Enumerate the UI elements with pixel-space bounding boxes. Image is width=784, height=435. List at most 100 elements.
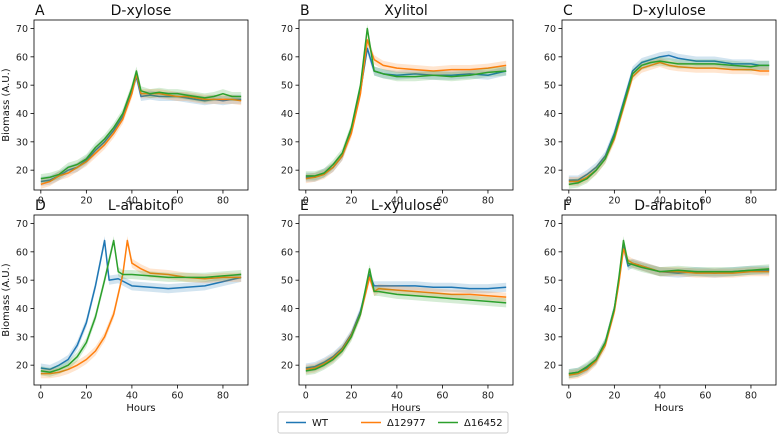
ci-band-Δ12977 [568, 57, 770, 187]
series-group [568, 50, 770, 189]
x-tick-label: 0 [303, 391, 309, 402]
y-tick-label: 50 [16, 81, 28, 92]
x-tick-label: 40 [391, 196, 403, 207]
y-tick-label: 60 [16, 52, 28, 63]
series-line-Δ16452 [568, 60, 770, 186]
y-tick-label: 50 [544, 81, 556, 92]
x-tick-label: 0 [303, 196, 309, 207]
panel-title: D-xylulose [632, 3, 706, 19]
y-tick-label: 60 [16, 247, 28, 258]
x-tick-label: 0 [38, 391, 44, 402]
x-tick-label: 80 [745, 391, 757, 402]
y-tick-label: 40 [544, 304, 556, 315]
plot-frame [298, 214, 514, 386]
x-tick-label: 80 [745, 196, 757, 207]
ci-band-Δ12977 [305, 35, 507, 184]
series-line-Δ12977 [305, 39, 507, 180]
x-tick-label: 0 [566, 196, 572, 207]
x-tick-label: 60 [171, 391, 183, 402]
x-tick-label: 60 [436, 196, 448, 207]
ci-band-Δ12977 [568, 244, 770, 380]
panel-letter: A [35, 3, 45, 19]
y-tick-label: 70 [544, 219, 556, 230]
panel-letter: C [563, 3, 573, 19]
x-tick-label: 80 [482, 196, 494, 207]
y-tick-label: 50 [544, 276, 556, 287]
panel-d: 0 20 40 60 80 20 30 40 50 60 70 D L-arabitol Hours Bio… [1, 198, 249, 414]
x-tick-label: 20 [80, 391, 92, 402]
series-group [305, 23, 507, 184]
panel-f: 0 20 40 60 80 20 30 40 50 60 70 F D-arabitol Hours [544, 198, 777, 414]
ci-band-Δ16452 [568, 56, 770, 189]
series-line-WT [568, 54, 770, 181]
ci-band-Δ12977 [40, 69, 242, 189]
x-tick-label: 60 [436, 391, 448, 402]
x-tick-label: 40 [126, 196, 138, 207]
y-tick-label: 20 [16, 166, 28, 177]
x-tick-label: 60 [171, 196, 183, 207]
panel-c: 0 20 40 60 80 20 30 40 50 60 70 C D-xylulose [544, 3, 777, 207]
legend-label: Δ12977 [387, 418, 426, 429]
y-axis-label: Biomass (A.U.) [1, 263, 12, 336]
y-tick-label: 40 [16, 304, 28, 315]
panel-title: D-arabitol [634, 198, 703, 214]
x-tick-label: 80 [217, 196, 229, 207]
panel-letter: B [300, 3, 310, 19]
panel-letter: F [563, 198, 571, 214]
x-tick-label: 20 [608, 196, 620, 207]
plot-frame [33, 214, 249, 386]
x-tick-label: 60 [699, 196, 711, 207]
panel-title: D-xylose [111, 3, 172, 19]
x-tick-label: 0 [566, 391, 572, 402]
legend: WT Δ12977 Δ16452 [277, 411, 509, 434]
legend-label: Δ16452 [464, 418, 503, 429]
y-tick-label: 30 [16, 332, 28, 343]
legend-label: WT [312, 418, 329, 429]
x-axis-label: Hours [391, 403, 420, 414]
panel-a: 0 20 40 60 80 20 30 40 50 60 70 A D-xylose Biomass (A… [1, 3, 249, 207]
ci-band-WT [305, 43, 507, 182]
x-tick-label: 40 [391, 391, 403, 402]
y-tick-label: 40 [281, 304, 293, 315]
y-tick-label: 20 [16, 361, 28, 372]
series-line-Δ16452 [40, 70, 242, 180]
x-tick-label: 40 [126, 391, 138, 402]
panel-title: L-arabitol [108, 198, 174, 214]
legend-box [277, 411, 509, 434]
series-group [568, 235, 770, 380]
y-tick-label: 20 [544, 166, 556, 177]
y-tick-label: 50 [281, 81, 293, 92]
series-line-Δ16452 [568, 239, 770, 375]
panel-e: 0 20 40 60 80 20 30 40 50 60 70 E L-xylulose Hours [281, 198, 514, 414]
panel-letter: E [300, 198, 309, 214]
y-tick-label: 70 [544, 24, 556, 35]
x-tick-label: 40 [654, 391, 666, 402]
y-tick-label: 40 [281, 109, 293, 120]
series-group [305, 264, 507, 376]
x-tick-label: 20 [80, 196, 92, 207]
y-tick-label: 60 [544, 52, 556, 63]
x-tick-label: 40 [654, 196, 666, 207]
x-tick-label: 60 [699, 391, 711, 402]
ci-band-Δ16452 [305, 23, 507, 181]
plot-frame [33, 19, 249, 191]
y-tick-label: 60 [281, 52, 293, 63]
panel-letter: D [35, 198, 46, 214]
ci-band-Δ16452 [40, 66, 242, 184]
series-line-Δ12977 [568, 248, 770, 376]
x-tick-label: 20 [345, 391, 357, 402]
ci-band-Δ12977 [305, 272, 507, 374]
x-axis-label: Hours [654, 403, 683, 414]
y-tick-label: 70 [16, 24, 28, 35]
y-tick-label: 20 [281, 166, 293, 177]
y-tick-label: 30 [281, 332, 293, 343]
ci-band-WT [40, 235, 242, 374]
plot-frame [298, 19, 514, 191]
y-tick-label: 30 [544, 332, 556, 343]
y-tick-label: 20 [281, 361, 293, 372]
y-tick-label: 60 [544, 247, 556, 258]
series-group [40, 66, 242, 189]
panel-title: L-xylulose [371, 198, 441, 214]
y-tick-label: 50 [16, 276, 28, 287]
